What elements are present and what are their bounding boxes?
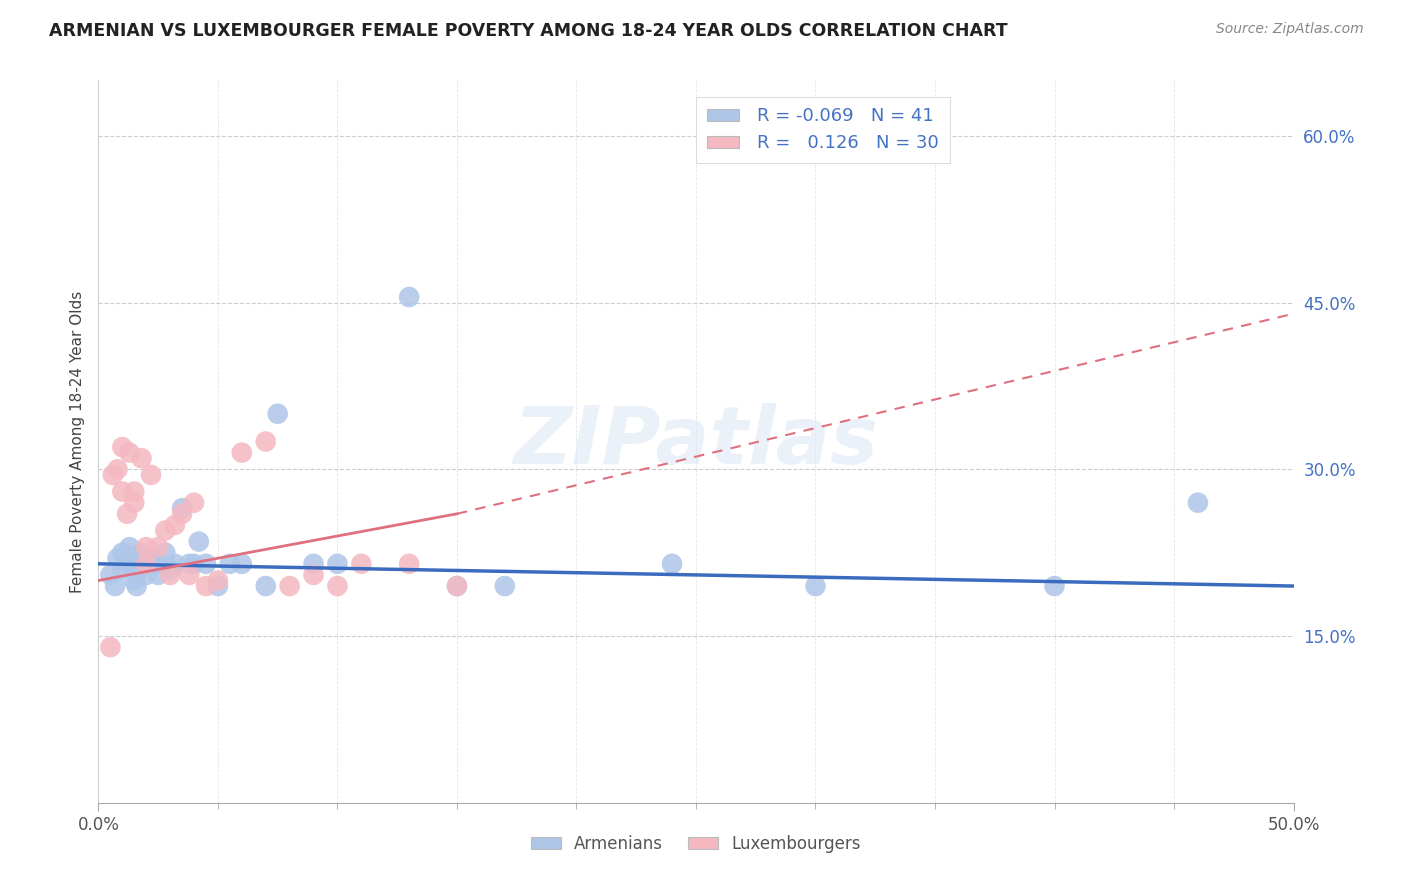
Point [159,562,181,576]
Point [139,551,162,566]
Point [231,445,253,459]
Point [111,440,134,454]
Point [124,574,146,588]
Point [187,534,209,549]
Point [155,524,177,538]
Point [398,557,420,571]
Point [254,579,277,593]
Point [326,557,349,571]
Point [326,579,349,593]
Y-axis label: Female Poverty Among 18-24 Year Olds: Female Poverty Among 18-24 Year Olds [69,291,84,592]
Point [148,568,170,582]
Point [155,546,177,560]
Point [101,467,124,482]
Point [350,557,373,571]
Point [115,557,138,571]
Point [302,557,325,571]
Point [124,484,146,499]
Legend: Armenians, Luxembourgers: Armenians, Luxembourgers [524,828,868,860]
Point [494,579,516,593]
Point [115,507,138,521]
Point [219,557,242,571]
Point [111,562,134,576]
Text: Source: ZipAtlas.com: Source: ZipAtlas.com [1216,22,1364,37]
Point [1187,496,1209,510]
Point [302,568,325,582]
Point [135,557,157,571]
Point [111,484,134,499]
Point [179,557,201,571]
Point [98,568,122,582]
Point [804,579,827,593]
Point [135,568,157,582]
Point [254,434,277,449]
Point [163,517,186,532]
Point [118,540,141,554]
Point [139,467,162,482]
Point [183,496,205,510]
Point [124,496,146,510]
Point [278,579,301,593]
Point [148,540,170,554]
Point [107,551,129,566]
Point [118,445,141,459]
Point [163,557,186,571]
Point [172,501,194,516]
Point [98,640,122,655]
Point [207,579,229,593]
Point [131,546,153,560]
Point [398,290,420,304]
Point [148,557,170,571]
Point [124,553,146,567]
Point [139,557,162,571]
Point [179,568,201,582]
Text: ZIPatlas: ZIPatlas [513,402,879,481]
Point [128,562,150,576]
Point [1043,579,1066,593]
Point [267,407,290,421]
Point [207,574,229,588]
Point [111,546,134,560]
Point [231,557,253,571]
Point [195,557,218,571]
Point [107,462,129,476]
Point [446,579,468,593]
Point [159,568,181,582]
Point [124,549,146,563]
Point [446,579,468,593]
Point [131,451,153,466]
Point [661,557,683,571]
Point [195,579,218,593]
Point [135,553,157,567]
Point [104,579,127,593]
Point [135,540,157,554]
Point [125,579,148,593]
Text: ARMENIAN VS LUXEMBOURGER FEMALE POVERTY AMONG 18-24 YEAR OLDS CORRELATION CHART: ARMENIAN VS LUXEMBOURGER FEMALE POVERTY … [49,22,1008,40]
Point [172,507,194,521]
Point [183,557,205,571]
